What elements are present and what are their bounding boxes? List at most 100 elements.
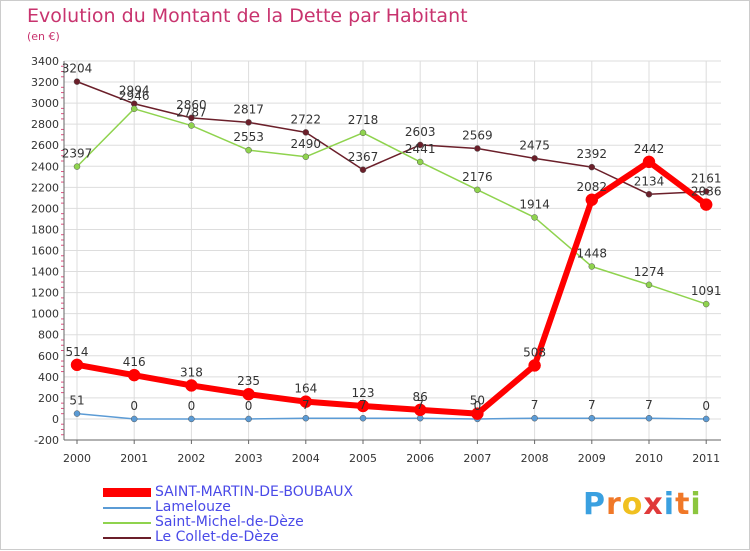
y-tick-label: 1800 — [31, 223, 59, 236]
data-point-saint-michel-de-d-ze — [130, 105, 138, 113]
legend-swatch — [103, 506, 151, 509]
data-point-saint-michel-de-d-ze — [474, 186, 481, 194]
data-point-le-collet-de-d-ze — [645, 191, 653, 198]
data-label-saint-michel-de-d-ze: 2718 — [348, 113, 379, 127]
data-point-lamelouze — [73, 410, 81, 417]
logo-letter: i — [663, 487, 676, 522]
data-label-saint-michel-de-d-ze: 2787 — [176, 106, 207, 120]
data-point-lamelouze — [359, 414, 367, 422]
data-label-saint-michel-de-d-ze: 2553 — [233, 130, 264, 144]
data-point-saint-michel-de-d-ze — [73, 163, 81, 170]
legend-label: SAINT-MARTIN-DE-BOUBAUX — [155, 484, 354, 500]
data-point-lamelouze — [588, 414, 596, 422]
x-tick-label: 2002 — [177, 452, 205, 465]
data-label-saint-martin-de-boubaux: 50 — [470, 394, 485, 408]
data-point-saint-michel-de-d-ze — [359, 129, 367, 137]
data-point-saint-martin-de-boubaux — [471, 407, 484, 420]
data-point-saint-martin-de-boubaux — [185, 379, 198, 392]
x-tick-label: 2001 — [120, 452, 148, 465]
data-point-saint-martin-de-boubaux — [127, 368, 141, 382]
y-tick-label: 2400 — [31, 160, 59, 173]
data-point-saint-michel-de-d-ze — [188, 122, 195, 129]
y-tick-label: 3200 — [31, 76, 59, 89]
data-point-lamelouze — [702, 415, 710, 423]
data-point-le-collet-de-d-ze — [531, 155, 538, 162]
logo-letter: r — [606, 487, 622, 522]
data-label-saint-michel-de-d-ze: 2441 — [405, 142, 436, 156]
y-tick-label: 2600 — [31, 139, 59, 152]
y-tick-label: 200 — [38, 392, 59, 405]
x-tick-label: 2010 — [635, 452, 663, 465]
data-point-saint-martin-de-boubaux — [699, 198, 713, 211]
data-label-lamelouze: 51 — [69, 394, 84, 408]
data-label-saint-martin-de-boubaux: 2082 — [577, 180, 608, 194]
legend-item: Saint-Michel-de-Dèze — [103, 515, 353, 530]
y-tick-label: 3000 — [31, 97, 59, 110]
data-label-lamelouze: 7 — [416, 398, 424, 412]
data-point-saint-michel-de-d-ze — [302, 153, 310, 161]
data-point-saint-michel-de-d-ze — [645, 281, 653, 289]
data-point-saint-martin-de-boubaux — [299, 395, 313, 408]
series-line-lamelouze — [76, 412, 707, 420]
data-label-saint-michel-de-d-ze: 1448 — [577, 247, 608, 261]
y-tick-label: 400 — [38, 371, 59, 384]
series-lines — [70, 78, 713, 423]
data-point-le-collet-de-d-ze — [302, 129, 310, 136]
data-label-saint-martin-de-boubaux: 235 — [237, 374, 260, 388]
data-point-saint-michel-de-d-ze — [588, 263, 596, 270]
data-point-lamelouze — [188, 415, 195, 423]
chart-subtitle: (en €) — [27, 30, 60, 43]
data-point-lamelouze — [645, 414, 653, 422]
data-point-saint-michel-de-d-ze — [245, 146, 252, 154]
data-point-saint-martin-de-boubaux — [585, 193, 599, 207]
x-tick-label: 2006 — [406, 452, 434, 465]
data-label-le-collet-de-d-ze: 2475 — [519, 138, 550, 152]
data-label-le-collet-de-d-ze: 2569 — [462, 128, 493, 142]
data-point-saint-martin-de-boubaux — [70, 358, 84, 372]
data-point-le-collet-de-d-ze — [245, 119, 252, 126]
logo-letter: t — [675, 487, 691, 522]
data-point-le-collet-de-d-ze — [416, 141, 424, 149]
x-tick-label: 2008 — [521, 452, 549, 465]
legend-label: Le Collet-de-Dèze — [155, 529, 279, 545]
data-label-lamelouze: 7 — [588, 398, 596, 412]
data-label-le-collet-de-d-ze: 2134 — [634, 174, 665, 188]
data-label-lamelouze: 0 — [245, 399, 253, 413]
y-tick-label: 0 — [52, 413, 59, 426]
legend-swatch — [103, 536, 151, 539]
logo-letter: o — [621, 487, 644, 522]
axes: -200020040060080010001200140016001800200… — [31, 55, 721, 465]
data-label-le-collet-de-d-ze: 2860 — [176, 98, 207, 112]
data-label-saint-michel-de-d-ze: 2397 — [62, 147, 93, 161]
data-label-saint-martin-de-boubaux: 514 — [66, 345, 89, 359]
y-tick-label: 600 — [38, 350, 59, 363]
data-point-le-collet-de-d-ze — [73, 78, 81, 85]
legend-label: Lamelouze — [155, 499, 231, 515]
legend-item: Le Collet-de-Dèze — [103, 530, 353, 545]
logo-letter: P — [583, 487, 606, 522]
data-label-saint-martin-de-boubaux: 164 — [294, 382, 317, 396]
data-point-lamelouze — [302, 414, 310, 422]
data-label-saint-michel-de-d-ze: 2176 — [462, 170, 493, 184]
data-point-saint-michel-de-d-ze — [702, 300, 710, 308]
data-label-saint-martin-de-boubaux: 123 — [352, 386, 375, 400]
legend-swatch — [103, 488, 151, 497]
data-point-saint-martin-de-boubaux — [356, 399, 370, 413]
legend-label: Saint-Michel-de-Dèze — [155, 514, 304, 530]
data-label-le-collet-de-d-ze: 2161 — [691, 171, 722, 185]
data-label-le-collet-de-d-ze: 2603 — [405, 125, 436, 139]
data-label-saint-michel-de-d-ze: 1091 — [691, 284, 722, 298]
data-label-saint-michel-de-d-ze: 1914 — [519, 197, 550, 211]
data-label-lamelouze: 0 — [474, 399, 482, 413]
data-label-le-collet-de-d-ze: 2367 — [348, 150, 379, 164]
data-label-le-collet-de-d-ze: 2722 — [291, 112, 322, 126]
data-point-le-collet-de-d-ze — [188, 114, 195, 122]
y-tick-label: 1600 — [31, 245, 59, 258]
y-tick-label: 2000 — [31, 202, 59, 215]
legend: SAINT-MARTIN-DE-BOUBAUX Lamelouze Saint-Mi… — [103, 485, 353, 545]
x-tick-label: 2011 — [692, 452, 720, 465]
data-label-lamelouze: 7 — [359, 398, 367, 412]
data-point-saint-michel-de-d-ze — [531, 214, 538, 221]
